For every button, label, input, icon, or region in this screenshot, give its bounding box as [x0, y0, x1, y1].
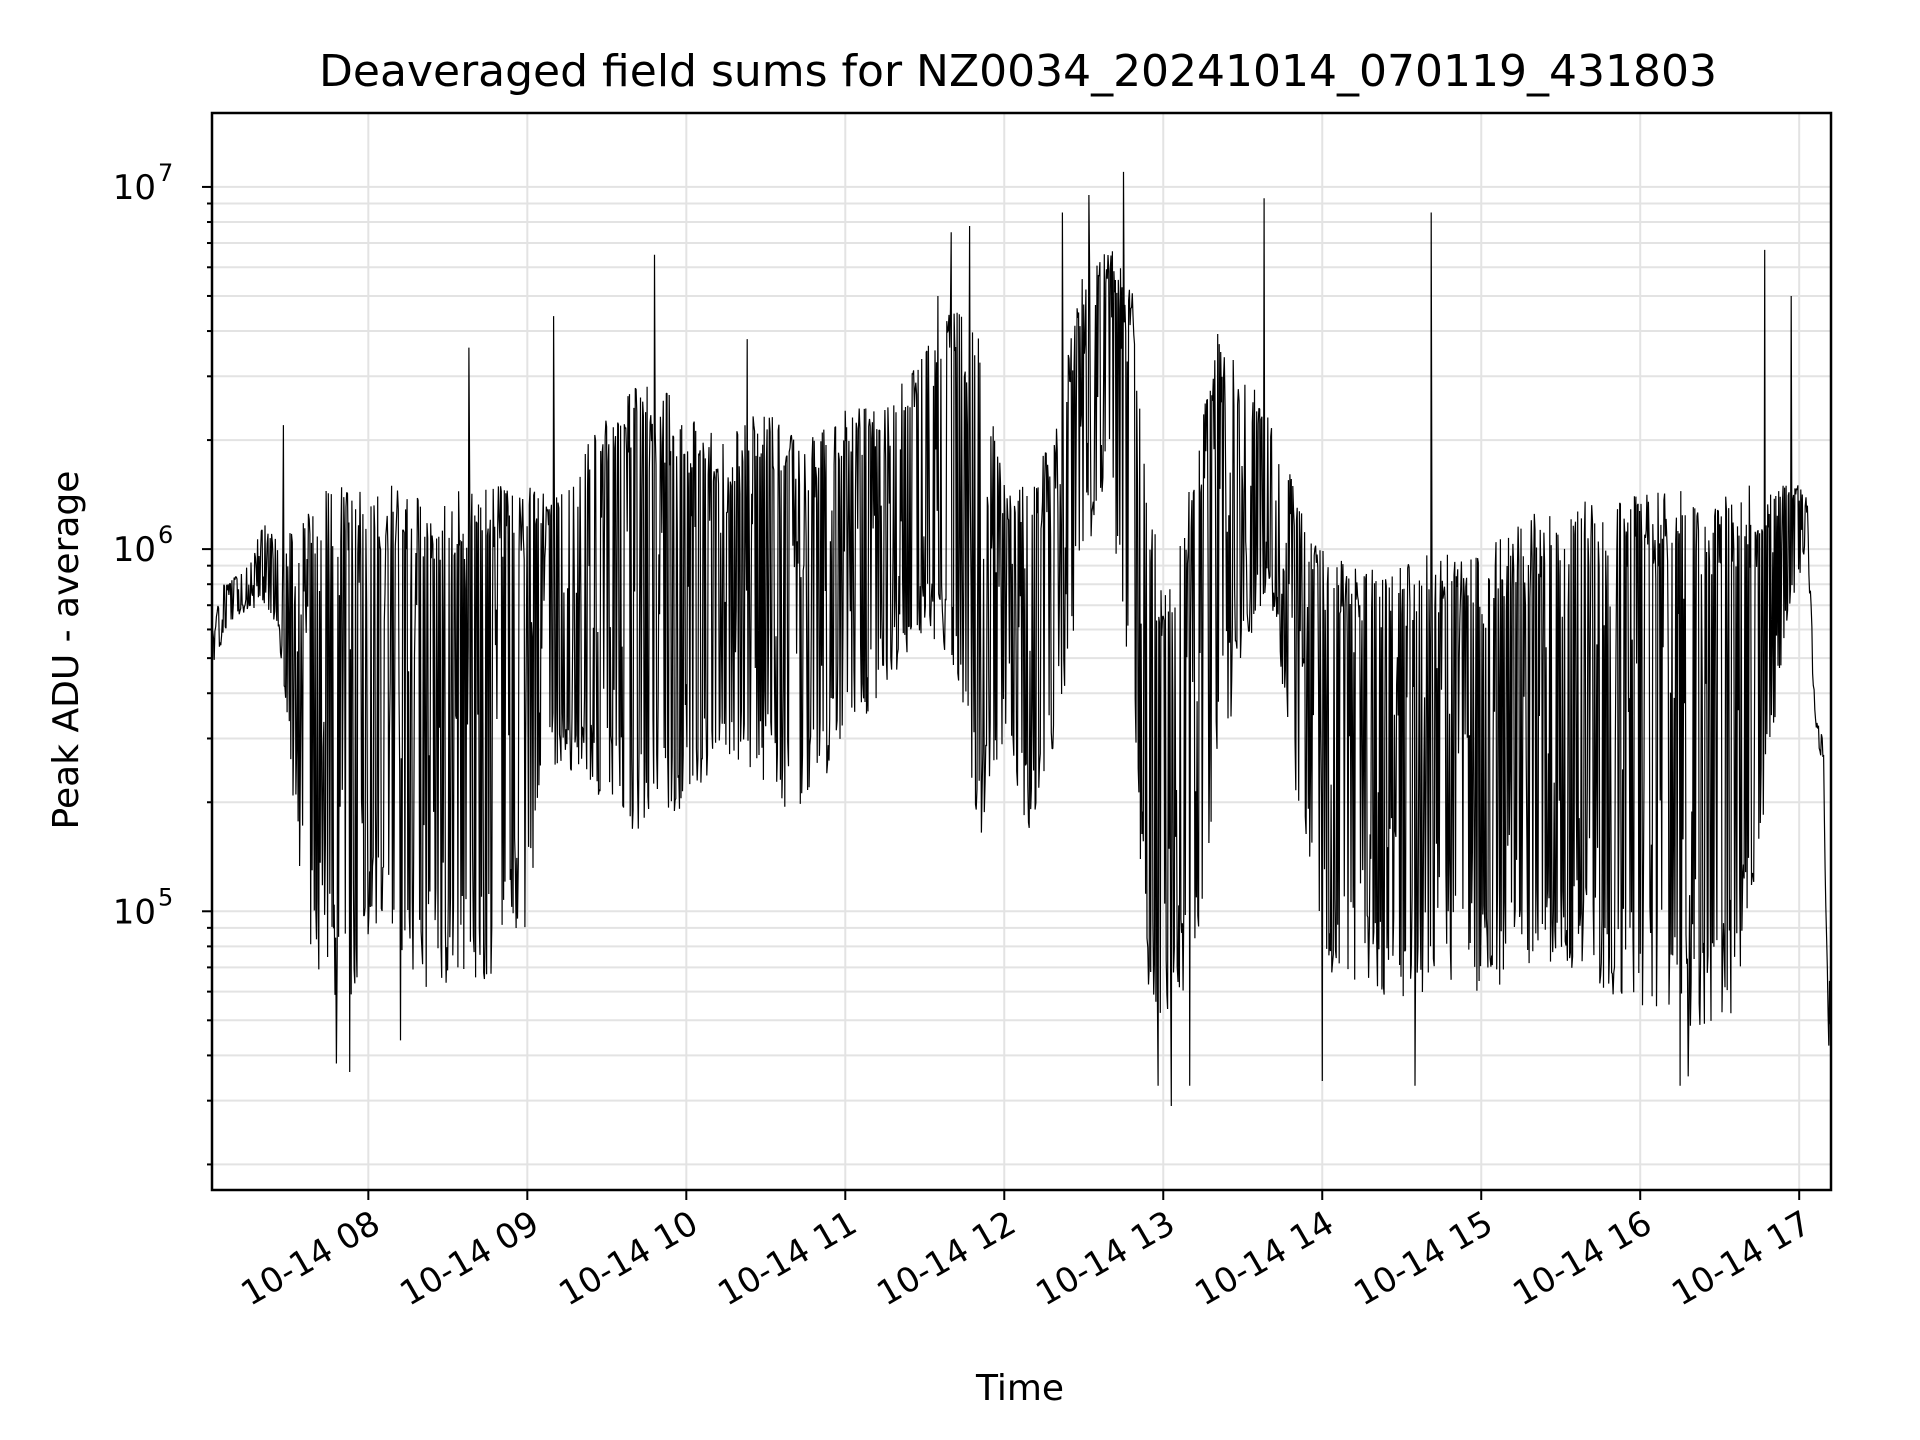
y-tick-exponent: 6 — [158, 521, 173, 549]
y-tick-label: 10 — [113, 892, 156, 932]
y-axis-label: Peak ADU - average — [46, 471, 87, 830]
x-tick-label: 10-14 13 — [1029, 1203, 1181, 1314]
x-axis-label: Time — [975, 1368, 1064, 1409]
series-layer — [211, 171, 1832, 1107]
x-tick-label: 10-14 16 — [1506, 1203, 1658, 1314]
y-tick-exponent: 5 — [158, 883, 173, 911]
x-tick-label: 10-14 14 — [1188, 1203, 1340, 1314]
y-tick-label: 10 — [113, 530, 156, 570]
y-tick-exponent: 7 — [158, 159, 173, 187]
x-tick-label: 10-14 11 — [711, 1203, 863, 1314]
x-tick-label: 10-14 09 — [393, 1203, 545, 1314]
chart-title: Deaveraged field sums for NZ0034_2024101… — [319, 46, 1717, 97]
x-tick-label: 10-14 10 — [552, 1203, 704, 1314]
y-tick-label: 10 — [113, 168, 156, 208]
x-tick-label: 10-14 15 — [1347, 1203, 1499, 1314]
x-tick-label: 10-14 08 — [234, 1203, 386, 1314]
series-line — [211, 171, 1832, 1107]
plot-frame — [210, 111, 1833, 1192]
x-tick-label: 10-14 17 — [1665, 1203, 1817, 1314]
x-axis-ticks: 10-14 08 10-14 09 10-14 10 10-14 11 10-14 12… — [234, 1190, 1818, 1314]
x-tick-label: 10-14 12 — [870, 1203, 1022, 1314]
